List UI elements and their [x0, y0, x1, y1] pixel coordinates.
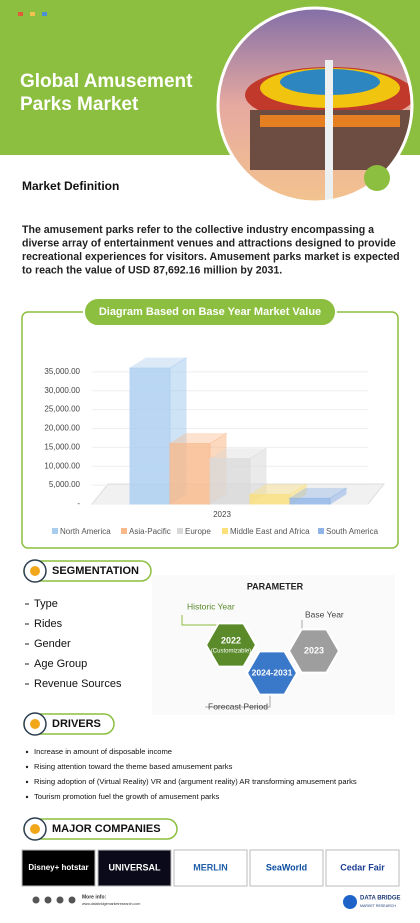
driver-item: Increase in amount of disposable income	[34, 747, 172, 756]
logo-box	[325, 849, 400, 887]
y-tick-label: 15,000.00	[44, 442, 80, 451]
bullet	[25, 765, 29, 769]
bullet	[25, 780, 29, 784]
y-tick-label: 25,000.00	[44, 405, 80, 414]
y-tick-label: 10,000.00	[44, 461, 80, 470]
dot	[18, 12, 23, 16]
forecast-label: Forecast Period	[208, 701, 268, 711]
segment-item: Gender	[34, 638, 71, 650]
segment-item: Revenue Sources	[34, 678, 122, 690]
legend-swatch	[222, 528, 228, 534]
hero-image	[218, 8, 412, 202]
brand-sub: MARKET RESEARCH	[360, 904, 396, 908]
y-tick-label: 30,000.00	[44, 386, 80, 395]
bullet	[25, 795, 29, 799]
bar	[169, 443, 211, 505]
base-year: 2023	[304, 645, 324, 655]
brand: DATA BRIDGE	[360, 896, 401, 902]
section-icon-core	[30, 824, 40, 834]
chart-title-pill	[83, 297, 337, 327]
x-tick-label: 2023	[213, 510, 231, 519]
y-tick-label: 5,000.00	[49, 480, 81, 489]
logo-box	[173, 849, 248, 887]
legend-label: South America	[326, 527, 379, 536]
company-logo: MERLIN	[193, 862, 228, 872]
bullet	[25, 750, 29, 754]
section-icon-core	[30, 566, 40, 576]
legend-swatch	[177, 528, 183, 534]
section-heading: SEGMENTATION	[52, 565, 139, 577]
more-info: More info:	[82, 894, 106, 900]
section-heading: DRIVERS	[52, 718, 101, 730]
paragraph-line: The amusement parks refer to the collect…	[22, 224, 374, 236]
segment-item: Age Group	[34, 658, 87, 670]
paragraph-line: diverse array of entertainment venues an…	[22, 237, 396, 249]
section-heading: Market Definition	[22, 179, 119, 193]
y-tick-label: 20,000.00	[44, 424, 80, 433]
bar	[129, 367, 171, 505]
bar	[249, 494, 291, 505]
dot	[42, 12, 47, 16]
title: Global Amusement	[20, 71, 193, 92]
hexagon	[287, 628, 341, 674]
legend-label: Europe	[185, 527, 211, 536]
segment-item: Type	[34, 598, 58, 610]
forecast-years: 2024-2031	[252, 667, 293, 677]
paragraph-line: to reach the value of USD 87,692.16 mill…	[22, 264, 282, 276]
bar	[209, 458, 251, 505]
y-tick-label: -	[77, 499, 80, 508]
social-icon	[56, 896, 64, 904]
driver-item: Tourism promotion fuel the growth of amu…	[34, 792, 219, 801]
social-icon	[68, 896, 76, 904]
brand-icon	[343, 895, 357, 909]
bar	[289, 497, 331, 505]
company-logo: UNIVERSAL	[108, 862, 161, 872]
driver-item: Rising adoption of (Virtual Reality) VR …	[34, 777, 357, 786]
historic-label: Historic Year	[187, 601, 235, 611]
company-logo: Disney+ hotstar	[28, 863, 88, 872]
chart-title: Diagram Based on Base Year Market Value	[99, 306, 321, 318]
social-icon	[44, 896, 52, 904]
paragraph-line: recreational experiences for visitors. A…	[22, 251, 400, 263]
section-heading: MAJOR COMPANIES	[52, 823, 161, 835]
hero-frame	[216, 6, 414, 204]
company-logo: SeaWorld	[266, 862, 307, 872]
social-icon	[32, 896, 40, 904]
segment-item: Rides	[34, 618, 63, 630]
hexagon	[204, 622, 258, 668]
legend-swatch	[318, 528, 324, 534]
logo-box	[97, 849, 172, 887]
logo-box	[249, 849, 324, 887]
legend-label: Asia-Pacific	[129, 527, 171, 536]
title: Parks Market	[20, 94, 139, 115]
section-icon-core	[30, 719, 40, 729]
connector	[205, 695, 271, 708]
legend-swatch	[121, 528, 127, 534]
parameter-title: PARAMETER	[247, 581, 304, 591]
driver-item: Rising attention toward the theme based …	[34, 762, 233, 771]
connector	[181, 615, 229, 626]
legend-label: Middle East and Africa	[230, 527, 310, 536]
y-tick-label: 35,000.00	[44, 367, 80, 376]
legend-label: North America	[60, 527, 111, 536]
legend-swatch	[52, 528, 58, 534]
hexagon	[245, 650, 299, 696]
historic-note: (Customizable)	[211, 649, 251, 655]
company-logo: Cedar Fair	[340, 862, 385, 872]
dot	[30, 12, 35, 16]
base-label: Base Year	[305, 609, 344, 619]
logo-box	[21, 849, 96, 887]
historic-year: 2022	[221, 635, 241, 645]
accent-dot	[364, 165, 390, 191]
url: www.databridgemarketresearch.com	[82, 902, 140, 906]
